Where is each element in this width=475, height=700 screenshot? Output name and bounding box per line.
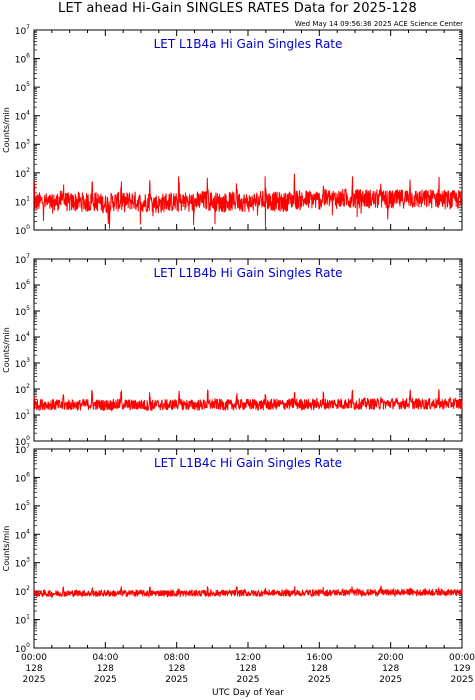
timestamp: Wed May 14 09:56:36 2025 ACE Science Cen… xyxy=(294,20,463,28)
y-tick-label: 102 xyxy=(15,585,30,598)
y-tick-label: 104 xyxy=(15,110,30,123)
y-tick-exponent: 4 xyxy=(26,528,30,535)
y-tick-label: 105 xyxy=(15,81,30,94)
x-tick-label-year: 2025 xyxy=(94,675,117,685)
x-tick-label-doy: 128 xyxy=(239,664,256,674)
y-tick-exponent: 6 xyxy=(26,279,30,286)
x-tick-label-year: 2025 xyxy=(237,675,260,685)
y-tick-label: 103 xyxy=(15,557,30,570)
y-tick-exponent: 1 xyxy=(26,195,30,202)
y-tick-exponent: 6 xyxy=(26,53,30,60)
panel-title: LET L1B4a Hi Gain Singles Rate xyxy=(154,37,343,51)
y-tick-exponent: 1 xyxy=(26,409,30,416)
y-tick-exponent: 3 xyxy=(26,357,30,364)
y-tick-label: 103 xyxy=(15,138,30,151)
x-tick-label-year: 2025 xyxy=(308,675,331,685)
y-tick-exponent: 2 xyxy=(26,585,30,592)
y-tick-exponent: 7 xyxy=(26,24,30,31)
y-tick-label: 104 xyxy=(15,528,30,541)
x-axis-label: UTC Day of Year xyxy=(212,688,284,698)
x-tick-label-doy: 128 xyxy=(382,664,399,674)
y-tick-exponent: 0 xyxy=(26,224,30,231)
x-tick-label-doy: 128 xyxy=(25,664,42,674)
plot-frame xyxy=(33,448,463,649)
y-tick-exponent: 4 xyxy=(26,331,30,338)
y-tick-exponent: 5 xyxy=(26,305,30,312)
x-tick-label-doy: 128 xyxy=(97,664,114,674)
y-tick-label: 106 xyxy=(15,471,30,484)
x-tick-label-doy: 128 xyxy=(311,664,328,674)
x-tick-label-time: 00:00 xyxy=(21,653,47,663)
y-tick-label: 101 xyxy=(15,195,30,208)
panel-title: LET L1B4c Hi Gain Singles Rate xyxy=(154,456,342,470)
x-tick-label-time: 00:00 xyxy=(449,653,475,663)
y-tick-label: 106 xyxy=(15,279,30,292)
x-tick-label-doy: 129 xyxy=(453,664,470,674)
y-axis-label: Counts/min xyxy=(2,327,11,373)
panel-title: LET L1B4b Hi Gain Singles Rate xyxy=(153,266,342,280)
y-tick-label: 102 xyxy=(15,167,30,180)
y-tick-exponent: 3 xyxy=(26,138,30,145)
page-title: LET ahead Hi-Gain SINGLES RATES Data for… xyxy=(58,1,417,16)
data-series-line xyxy=(33,173,463,229)
x-tick-label-time: 16:00 xyxy=(306,653,332,663)
y-tick-label: 107 xyxy=(15,253,30,266)
y-axis-label: Counts/min xyxy=(2,107,11,153)
x-tick-label-year: 2025 xyxy=(23,675,46,685)
x-tick-label-doy: 128 xyxy=(168,664,185,674)
x-tick-label-time: 20:00 xyxy=(378,653,404,663)
data-series-line xyxy=(33,389,463,412)
y-tick-exponent: 5 xyxy=(26,81,30,88)
y-tick-exponent: 2 xyxy=(26,167,30,174)
y-tick-label: 101 xyxy=(15,614,30,627)
y-tick-exponent: 1 xyxy=(26,614,30,621)
y-tick-label: 105 xyxy=(15,500,30,513)
y-tick-exponent: 0 xyxy=(26,435,30,442)
x-tick-label-year: 2025 xyxy=(165,675,188,685)
x-tick-label-time: 12:00 xyxy=(235,653,261,663)
y-tick-exponent: 6 xyxy=(26,471,30,478)
y-tick-label: 100 xyxy=(15,224,30,237)
y-tick-label: 107 xyxy=(15,24,30,37)
x-tick-label-time: 04:00 xyxy=(92,653,118,663)
x-tick-label-year: 2025 xyxy=(379,675,402,685)
y-tick-exponent: 0 xyxy=(26,642,30,649)
y-tick-exponent: 4 xyxy=(26,110,30,117)
y-axis-label: Counts/min xyxy=(2,526,11,572)
plot-frame xyxy=(33,258,463,442)
y-tick-label: 103 xyxy=(15,357,30,370)
y-tick-label: 101 xyxy=(15,409,30,422)
y-tick-label: 105 xyxy=(15,305,30,318)
y-tick-exponent: 5 xyxy=(26,500,30,507)
y-tick-label: 104 xyxy=(15,331,30,344)
y-tick-exponent: 7 xyxy=(26,443,30,450)
y-tick-exponent: 7 xyxy=(26,253,30,260)
data-series-line xyxy=(33,585,463,599)
y-tick-exponent: 2 xyxy=(26,383,30,390)
x-tick-label-time: 08:00 xyxy=(164,653,190,663)
x-tick-label-year: 2025 xyxy=(451,675,474,685)
y-tick-exponent: 3 xyxy=(26,557,30,564)
y-tick-label: 102 xyxy=(15,383,30,396)
y-tick-label: 106 xyxy=(15,53,30,66)
